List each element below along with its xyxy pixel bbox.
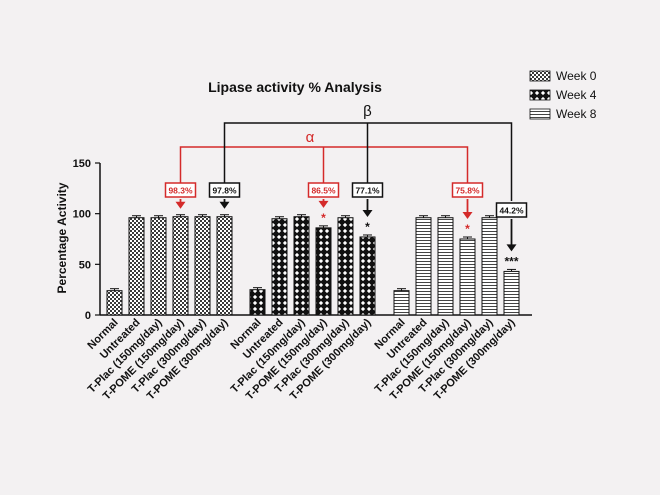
bar-week-1-4 xyxy=(337,217,354,316)
arrow-head xyxy=(506,244,517,252)
comparison-brackets: αβ xyxy=(179,103,513,201)
y-tick-label: 150 xyxy=(73,158,91,170)
bar-week-0-2 xyxy=(150,217,167,316)
bar-week-2-4 xyxy=(481,217,498,316)
legend: Week 0 Week 4 Week 8 xyxy=(529,69,597,121)
legend-swatch-week-0 xyxy=(529,70,551,82)
y-tick-label: 0 xyxy=(85,310,91,322)
beta-symbol: β xyxy=(363,103,372,120)
percent-box xyxy=(351,182,384,198)
percent-box-label: 98.3% xyxy=(168,186,193,196)
percent-box-label: 77.1% xyxy=(355,186,380,196)
bar-week-2-2 xyxy=(437,217,454,316)
bar-week-0-1 xyxy=(128,217,145,316)
bar-week-0-5 xyxy=(216,216,233,316)
legend-label-week-0: Week 0 xyxy=(556,69,597,83)
legend-label-week-4: Week 4 xyxy=(556,88,597,102)
percent-box xyxy=(451,182,484,198)
bar-week-0-4 xyxy=(194,216,211,316)
annotations: 98.3% 97.8% 86.5% 77.1% 75.8%44.2%** **** xyxy=(164,182,528,268)
arrow-head xyxy=(362,209,373,217)
bar-week-0-0 xyxy=(106,290,123,316)
percent-box xyxy=(495,202,528,218)
chart-title: Lipase activity % Analysis xyxy=(208,79,382,95)
bars xyxy=(106,214,520,316)
arrow-head xyxy=(175,201,186,209)
significance-marker: *** xyxy=(504,254,518,268)
y-tick-label: 100 xyxy=(73,209,91,221)
percent-box xyxy=(307,182,340,198)
significance-marker: * xyxy=(465,222,470,236)
significance-marker: * xyxy=(365,220,370,234)
percent-box xyxy=(164,182,197,198)
legend-label-week-8: Week 8 xyxy=(556,107,597,121)
alpha-symbol: α xyxy=(306,129,315,146)
arrow-head xyxy=(219,201,230,209)
arrow-head xyxy=(462,212,473,219)
significance-marker: * xyxy=(321,211,326,225)
bar-week-1-3 xyxy=(315,227,332,316)
y-tick-label: 50 xyxy=(79,259,91,271)
bar-week-1-2 xyxy=(293,216,310,316)
bar-week-2-0 xyxy=(393,290,410,316)
arrow-head xyxy=(318,200,329,208)
bar-week-2-1 xyxy=(415,217,432,316)
bar-week-2-5 xyxy=(503,270,520,316)
bar-week-1-1 xyxy=(271,218,288,316)
legend-swatch-week-4 xyxy=(529,89,551,101)
legend-swatch-week-8 xyxy=(529,108,551,120)
percent-box-label: 44.2% xyxy=(499,206,524,216)
percent-box xyxy=(208,182,241,198)
percent-box-label: 97.8% xyxy=(212,186,237,196)
bar-week-1-5 xyxy=(359,236,376,316)
bar-week-0-3 xyxy=(172,216,189,316)
percent-box-label: 86.5% xyxy=(311,186,336,196)
percent-box-label: 75.8% xyxy=(455,186,480,196)
bar-week-1-0 xyxy=(249,289,266,316)
y-axis-label: Percentage Activity xyxy=(55,182,69,293)
bar-week-2-3 xyxy=(459,238,476,316)
